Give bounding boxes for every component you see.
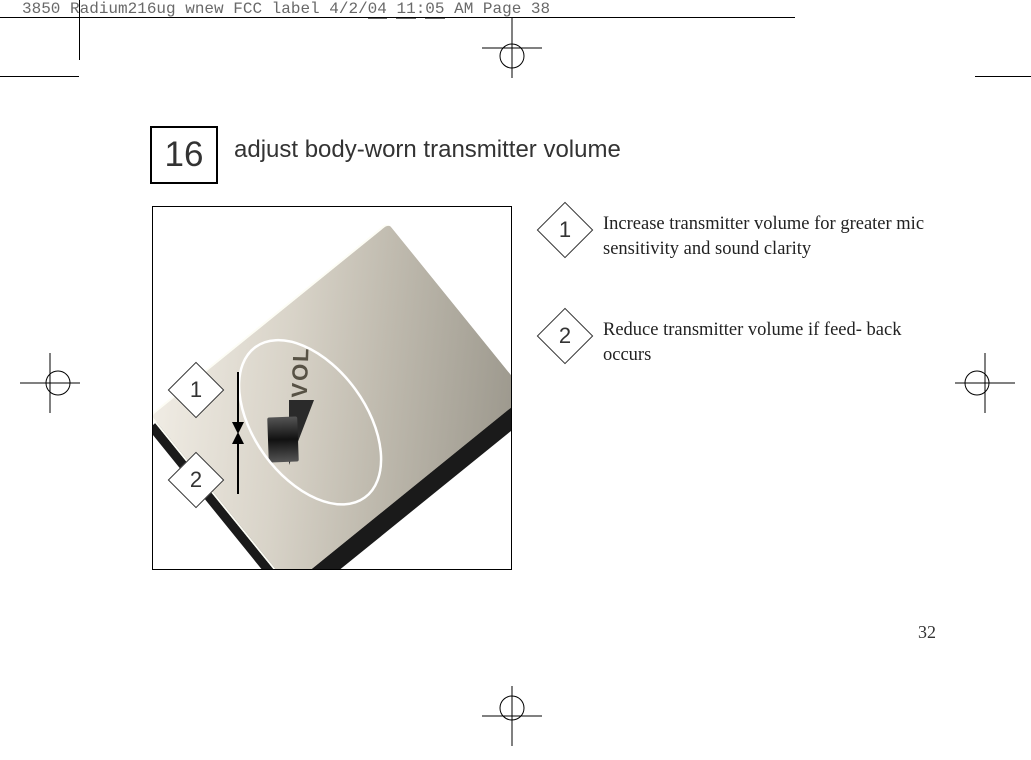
registration-mark-bottom	[482, 686, 542, 746]
instruction-text-1: Increase transmitter volume for greater …	[603, 210, 933, 262]
slug-doc: 3850 Radium216ug wnew FCC label	[22, 0, 320, 18]
callout-number: 1	[177, 371, 215, 409]
slug-time1: 11	[396, 0, 415, 19]
callout-number: 2	[177, 461, 215, 499]
instruction-diamond-1: 1	[537, 202, 594, 259]
crop-mark	[0, 76, 79, 77]
prepress-slug: 3850 Radium216ug wnew FCC label 4/2/04 1…	[22, 0, 550, 18]
slug-timesep: :	[416, 0, 426, 18]
instruction-number: 1	[546, 211, 584, 249]
slug-date1: 4/2/	[329, 0, 367, 18]
section-number: 16	[165, 135, 204, 175]
slug-page: Page 38	[473, 0, 550, 18]
section-number-box: 16	[150, 126, 218, 184]
arrow-down-icon	[230, 372, 246, 434]
slug-time2: 05	[425, 0, 444, 19]
instruction-diamond-2: 2	[537, 308, 594, 365]
registration-mark-right	[955, 353, 1015, 413]
instruction-item-2: 2 Reduce transmitter volume if feed- bac…	[545, 316, 933, 368]
crop-mark	[975, 76, 1031, 77]
slug-ampm: AM	[445, 0, 474, 18]
instruction-text-2: Reduce transmitter volume if feed- back …	[603, 316, 933, 368]
registration-mark-top	[482, 18, 542, 78]
slug-sep	[320, 0, 330, 18]
slug-date2: 04	[368, 0, 387, 19]
section-title: adjust body-worn transmitter volume	[234, 136, 621, 164]
instruction-number: 2	[546, 317, 584, 355]
instruction-item-1: 1 Increase transmitter volume for greate…	[545, 210, 933, 262]
arrow-up-icon	[230, 432, 246, 494]
page-number: 32	[918, 622, 936, 643]
registration-mark-left	[20, 353, 80, 413]
